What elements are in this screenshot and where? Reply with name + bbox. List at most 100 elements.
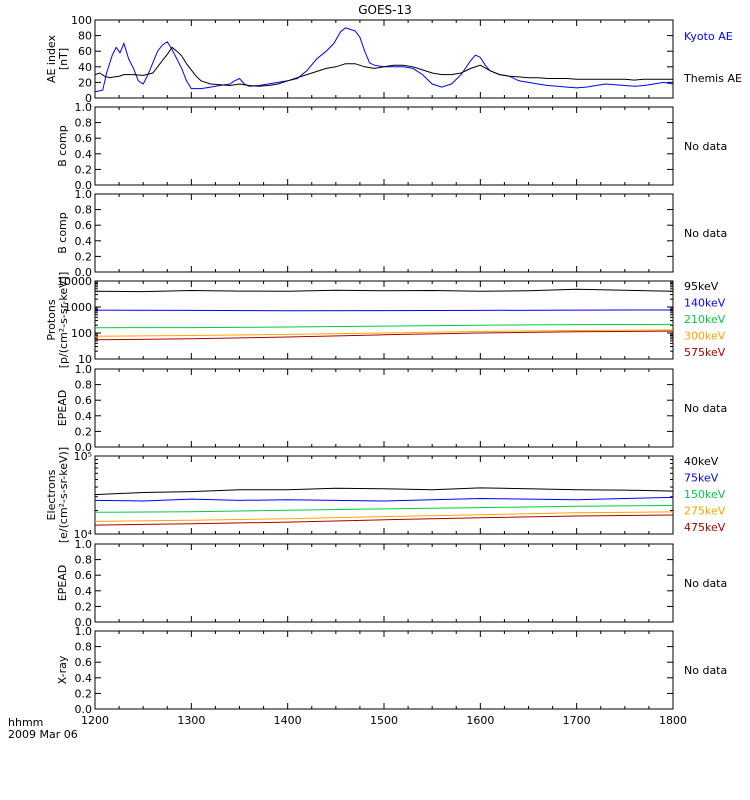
y-tick-label: 0.8 [75, 379, 93, 392]
y-tick-label: 10000 [57, 275, 92, 288]
panel-frame [94, 106, 674, 186]
y-tick-label: 0.6 [75, 569, 93, 582]
y-tick-label: 10 [78, 353, 92, 366]
y-tick-label: 0.0 [75, 703, 93, 716]
legend-entry: 140keV [684, 297, 726, 310]
y-tick-label: 0.6 [75, 219, 93, 232]
panel-protons: 10 100 1000 10000 Protons [p/(cm²-s-sr-keV)] 5… [45, 272, 726, 369]
y-tick-label: 0.4 [75, 235, 93, 248]
y-tick-label: 0.8 [75, 117, 93, 130]
y-axis-label: [e/(cm²-s-sr-keV)] [57, 447, 70, 543]
y-tick-label: 0.4 [75, 410, 93, 423]
y-tick-label: 1.0 [75, 538, 93, 551]
y-tick-label: 0.2 [75, 163, 93, 176]
y-tick-label: 0.6 [75, 132, 93, 145]
x-tick-label: 1700 [563, 714, 591, 727]
panel-frame [94, 455, 674, 535]
y-tick-label: 0.6 [75, 656, 93, 669]
no-data-label: No data [684, 664, 727, 677]
legend-entry: 475keV [684, 521, 726, 534]
y-axis-label: EPEAD [56, 390, 69, 427]
series-line-275kev [95, 511, 673, 522]
time-label: hhmm [8, 716, 43, 729]
y-axis-label: [nT] [57, 48, 70, 70]
no-data-label: No data [684, 577, 727, 590]
panel-frame [94, 19, 674, 99]
y-tick-label: 0.8 [75, 554, 93, 567]
panel-b1: 0.0 0.2 0.4 0.6 0.8 1.0 B comp No data [56, 101, 727, 192]
y-tick-label: 1.0 [75, 188, 93, 201]
plot-title: GOES-13 [358, 3, 412, 17]
y-tick-label: 1.0 [75, 101, 93, 114]
y-tick-label: 100 [71, 14, 92, 27]
legend-entry: 275keV [684, 505, 726, 518]
y-axis-label: Protons [45, 299, 58, 340]
legend-entry: 40keV [684, 455, 719, 468]
legend-entry: 210keV [684, 313, 726, 326]
y-tick-label: 40 [78, 61, 92, 74]
panel-frame [94, 543, 674, 623]
panel-b2: 0.0 0.2 0.4 0.6 0.8 1.0 B comp No data [56, 188, 727, 279]
series-line-150kev [95, 505, 673, 513]
y-tick-label: 0.2 [75, 250, 93, 263]
panel-ae: 0 20 40 60 80 100 AE index [nT] Kyoto AE Themis A… [45, 14, 742, 105]
legend-entry: 575keV [684, 346, 726, 359]
panels: 0 20 40 60 80 100 AE index [nT] Kyoto AE Themis A… [45, 14, 742, 727]
x-tick-label: 1600 [466, 714, 494, 727]
x-tick-label: 1200 [81, 714, 109, 727]
panel-electrons: 10⁴ 10⁵ Electrons [e/(cm²-s-sr-keV)] 475keV 2… [45, 447, 726, 543]
y-axis-label: B comp [56, 125, 69, 167]
series-line-575kev [95, 330, 673, 341]
series-line-kyoto-ae [95, 27, 673, 93]
y-axis-label: EPEAD [56, 565, 69, 602]
y-axis-label: X-ray [56, 655, 69, 684]
series-line-95kev [95, 288, 673, 293]
y-tick-label: 1.0 [75, 363, 93, 376]
y-axis-label: [p/(cm²-s-sr-keV)] [57, 272, 70, 369]
y-tick-label: 0.4 [75, 585, 93, 598]
y-axis-label: Electrons [45, 469, 58, 520]
series-line-themis-ae [95, 46, 673, 87]
series-line-40kev [95, 487, 673, 496]
y-tick-label: 1000 [64, 301, 92, 314]
date-label: 2009 Mar 06 [8, 728, 78, 741]
panel-frame [94, 368, 674, 448]
y-tick-label: 0.0 [75, 441, 93, 454]
x-tick-label: 1500 [370, 714, 398, 727]
panel-epead2: 0.0 0.2 0.4 0.6 0.8 1.0 EPEAD No data [56, 538, 727, 629]
legend-entry: 150keV [684, 488, 726, 501]
series-line-475kev [95, 514, 673, 526]
y-tick-label: 0.4 [75, 148, 93, 161]
legend-entry: 300keV [684, 330, 726, 343]
legend-entry: Kyoto AE [684, 30, 733, 43]
panel-frame [94, 280, 674, 360]
y-tick-label: 10⁵ [74, 450, 92, 463]
y-axis-label: AE index [45, 34, 58, 83]
y-tick-label: 0.0 [75, 179, 93, 192]
no-data-label: No data [684, 402, 727, 415]
y-axis-label: B comp [56, 212, 69, 254]
series-line-300kev [95, 329, 673, 337]
y-tick-label: 0 [85, 92, 92, 105]
y-tick-label: 0.0 [75, 616, 93, 629]
legend-entry: 75keV [684, 472, 719, 485]
x-tick-label: 1800 [659, 714, 687, 727]
y-tick-label: 0.0 [75, 266, 93, 279]
y-tick-label: 0.2 [75, 600, 93, 613]
y-tick-label: 20 [78, 76, 92, 89]
y-tick-label: 0.4 [75, 672, 93, 685]
y-tick-label: 0.2 [75, 425, 93, 438]
panel-frame [94, 193, 674, 273]
series-line-75kev [95, 496, 673, 502]
x-tick-label: 1400 [274, 714, 302, 727]
x-tick-label: 1300 [177, 714, 205, 727]
y-tick-label: 80 [78, 30, 92, 43]
y-tick-label: 100 [71, 327, 92, 340]
y-tick-label: 0.2 [75, 687, 93, 700]
panel-frame [94, 630, 674, 710]
y-tick-label: 0.6 [75, 394, 93, 407]
y-tick-label: 1.0 [75, 625, 93, 638]
series-line-210kev [95, 323, 673, 329]
y-tick-label: 60 [78, 45, 92, 58]
